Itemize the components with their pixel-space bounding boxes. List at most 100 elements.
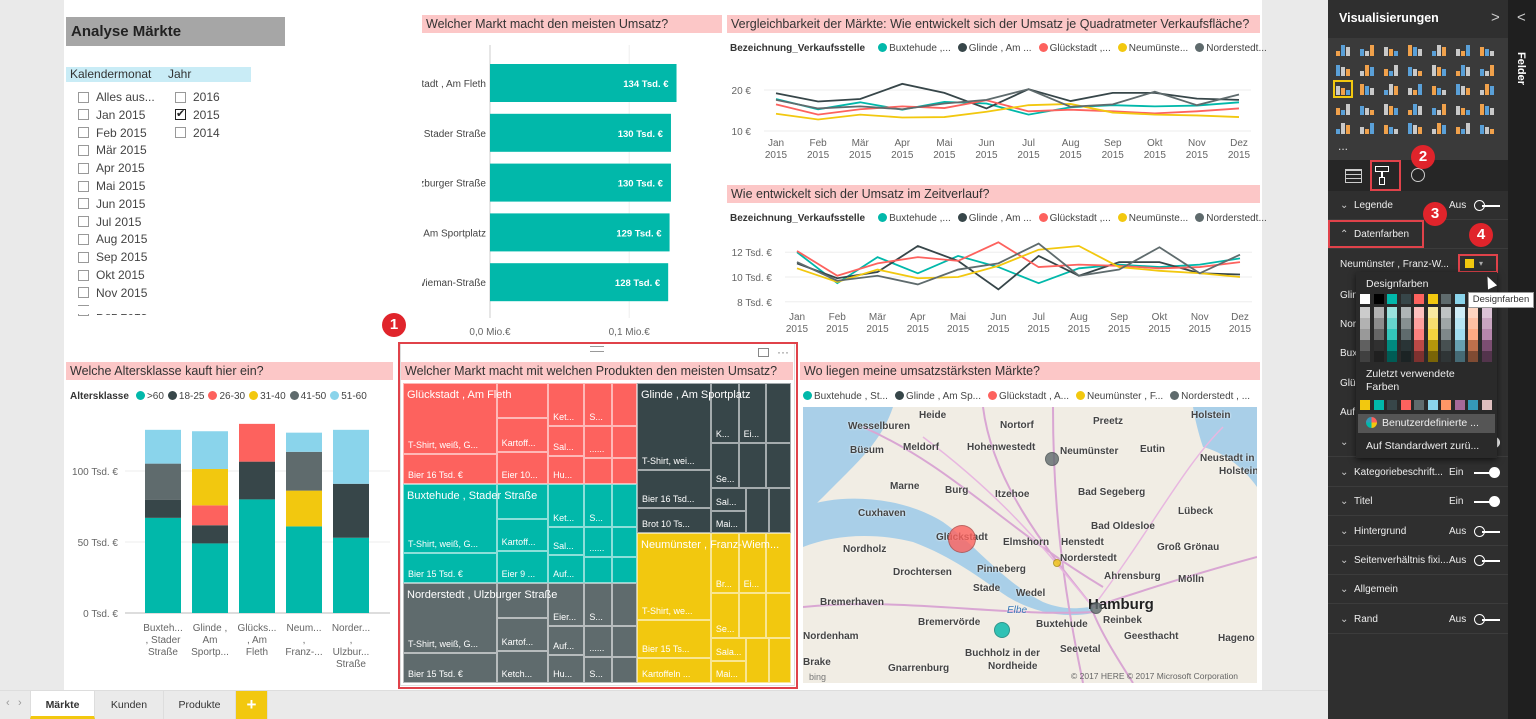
theme-shade-swatch[interactable] xyxy=(1468,329,1478,340)
treemap-tile[interactable] xyxy=(769,638,791,683)
theme-color-swatch[interactable] xyxy=(1360,294,1370,304)
format-section-datenfarben[interactable]: ⌃ Datenfarben xyxy=(1328,220,1508,249)
slicer-item-month[interactable]: Jan 2015 xyxy=(78,108,145,122)
treemap-tile[interactable] xyxy=(766,533,791,593)
toggle-switch[interactable] xyxy=(1474,467,1500,478)
theme-shade-swatch[interactable] xyxy=(1400,329,1411,340)
chevron-down-icon[interactable]: ⌄ xyxy=(1340,583,1349,595)
treemap-tile[interactable] xyxy=(612,426,637,458)
treemap-tile[interactable]: Hu... xyxy=(548,655,585,683)
bar-segment[interactable] xyxy=(286,526,322,613)
bullet-icon[interactable] xyxy=(1455,121,1471,135)
theme-color-swatch[interactable] xyxy=(1400,294,1411,304)
recent-color-swatch[interactable] xyxy=(1387,400,1397,410)
theme-shade-swatch[interactable] xyxy=(1400,318,1411,329)
theme-shade-swatch[interactable] xyxy=(1454,329,1465,340)
legend-item[interactable]: Norderstedt , ... xyxy=(1170,391,1250,402)
theme-shade-swatch[interactable] xyxy=(1468,340,1478,351)
slicer-item-month[interactable]: Mai 2015 xyxy=(78,179,145,193)
treemap-tile[interactable]: T-Shirt, weiß, G... xyxy=(403,484,497,554)
theme-shade-swatch[interactable] xyxy=(1454,307,1465,318)
slicer-item-month[interactable]: Mär 2015 xyxy=(78,143,147,157)
legend-item[interactable]: Glinde , Am Sp... xyxy=(894,391,981,402)
theme-shade-swatch[interactable] xyxy=(1373,340,1384,351)
theme-shade-swatch[interactable] xyxy=(1387,318,1397,329)
100-column-icon[interactable] xyxy=(1455,43,1471,57)
treemap-tile[interactable] xyxy=(612,626,637,657)
treemap-tile[interactable] xyxy=(738,593,767,638)
recent-color-swatch[interactable] xyxy=(1468,400,1478,410)
theme-shade-swatch[interactable] xyxy=(1414,340,1424,351)
recent-color-swatch[interactable] xyxy=(1373,400,1384,410)
theme-shade-swatch[interactable] xyxy=(1400,307,1411,318)
series-line[interactable] xyxy=(775,88,1240,111)
recent-color-swatch[interactable] xyxy=(1400,400,1411,410)
treemap-tile[interactable]: Kartoff... xyxy=(496,518,549,552)
treemap-tile[interactable]: Auf... xyxy=(548,555,585,583)
series-line[interactable] xyxy=(775,99,1240,116)
format-section-titel[interactable]: ⌄ Titel Ein xyxy=(1328,487,1508,516)
toggle-switch[interactable] xyxy=(1474,526,1500,537)
bar-segment[interactable] xyxy=(286,490,322,527)
theme-color-swatch[interactable] xyxy=(1414,294,1424,304)
theme-shade-swatch[interactable] xyxy=(1468,318,1478,329)
treemap-tile[interactable]: Eier 9 ... xyxy=(496,551,549,583)
treemap-group[interactable]: T-Shirt, weiß, G... Bier 16 Tsd. € Kartoff… xyxy=(403,383,637,484)
treemap-tile[interactable]: Mai... xyxy=(710,660,747,683)
add-page-button[interactable]: + xyxy=(236,691,268,719)
legend-item[interactable]: Glückstadt , A... xyxy=(987,391,1069,402)
dropdown-arrow-icon[interactable]: ▾ xyxy=(1479,259,1484,268)
bar-segment[interactable] xyxy=(145,463,181,500)
treemap-tile[interactable]: Bier 16 Tsd... xyxy=(637,470,711,508)
format-section-buxt[interactable]: Buxt xyxy=(1328,339,1508,368)
theme-shade-swatch[interactable] xyxy=(1481,340,1492,351)
theme-shade-swatch[interactable] xyxy=(1373,318,1384,329)
theme-shade-swatch[interactable] xyxy=(1481,307,1492,318)
stacked-area-icon[interactable] xyxy=(1359,63,1375,77)
bar-segment[interactable] xyxy=(192,431,228,470)
slicer-item-month[interactable]: Aug 2015 xyxy=(78,232,147,246)
bar-segment[interactable] xyxy=(192,525,228,544)
treemap-tile[interactable]: Sal... xyxy=(710,488,747,511)
theme-shade-swatch[interactable] xyxy=(1454,318,1465,329)
treemap-tile[interactable]: Kartoff... xyxy=(496,418,549,452)
treemap-tile[interactable] xyxy=(766,383,791,443)
legend-item[interactable]: Buxtehude ,... xyxy=(878,43,951,54)
treemap-tile[interactable] xyxy=(746,638,770,683)
area-chart-icon[interactable] xyxy=(1335,63,1351,77)
theme-color-swatch[interactable] xyxy=(1454,294,1465,304)
theme-shade-swatch[interactable] xyxy=(1387,329,1397,340)
treemap-tile[interactable]: Auf... xyxy=(548,626,585,655)
map-bubble[interactable] xyxy=(1090,602,1102,614)
chevron-down-icon[interactable]: ⌄ xyxy=(1340,613,1349,625)
slicer-item-month[interactable]: Nov 2015 xyxy=(78,286,147,300)
format-section-seitenverh-ltnis-fixi-[interactable]: ⌄ Seitenverhältnis fixi... Aus xyxy=(1328,546,1508,575)
donut-icon[interactable] xyxy=(1431,102,1447,116)
recent-color-swatch[interactable] xyxy=(1441,400,1451,410)
legend-item[interactable]: 31-40 xyxy=(249,391,286,402)
recent-color-swatch[interactable] xyxy=(1454,400,1465,410)
checkbox[interactable] xyxy=(78,198,89,210)
theme-shade-swatch[interactable] xyxy=(1441,318,1451,329)
treemap-tile[interactable]: Br... xyxy=(710,533,739,593)
series-line[interactable] xyxy=(796,251,1241,285)
legend-item[interactable]: >60 xyxy=(135,391,164,402)
custom2-icon[interactable] xyxy=(1479,121,1495,135)
treemap-tile[interactable]: Ket... xyxy=(548,484,585,527)
treemap-tile[interactable]: Ketch... xyxy=(496,651,549,683)
more-visuals-button[interactable]: ... xyxy=(1338,139,1349,153)
checkbox[interactable] xyxy=(78,91,89,103)
kpi-icon[interactable] xyxy=(1383,102,1399,116)
multirow-card-icon[interactable] xyxy=(1335,102,1351,116)
checkbox[interactable] xyxy=(78,144,89,156)
theme-shade-swatch[interactable] xyxy=(1400,351,1411,362)
legend-item[interactable]: Norderstedt... xyxy=(1195,43,1267,54)
checkbox[interactable] xyxy=(78,180,89,192)
format-section-nor[interactable]: Nor xyxy=(1328,310,1508,339)
fields-pane-collapsed[interactable]: < Felder xyxy=(1508,0,1536,719)
slicer-item-month[interactable]: Sep 2015 xyxy=(78,250,147,264)
format-section-auf-s[interactable]: Auf S xyxy=(1328,398,1508,427)
theme-shade-swatch[interactable] xyxy=(1481,318,1492,329)
checkbox[interactable] xyxy=(78,287,89,299)
stacked-column-icon[interactable] xyxy=(1359,43,1375,57)
